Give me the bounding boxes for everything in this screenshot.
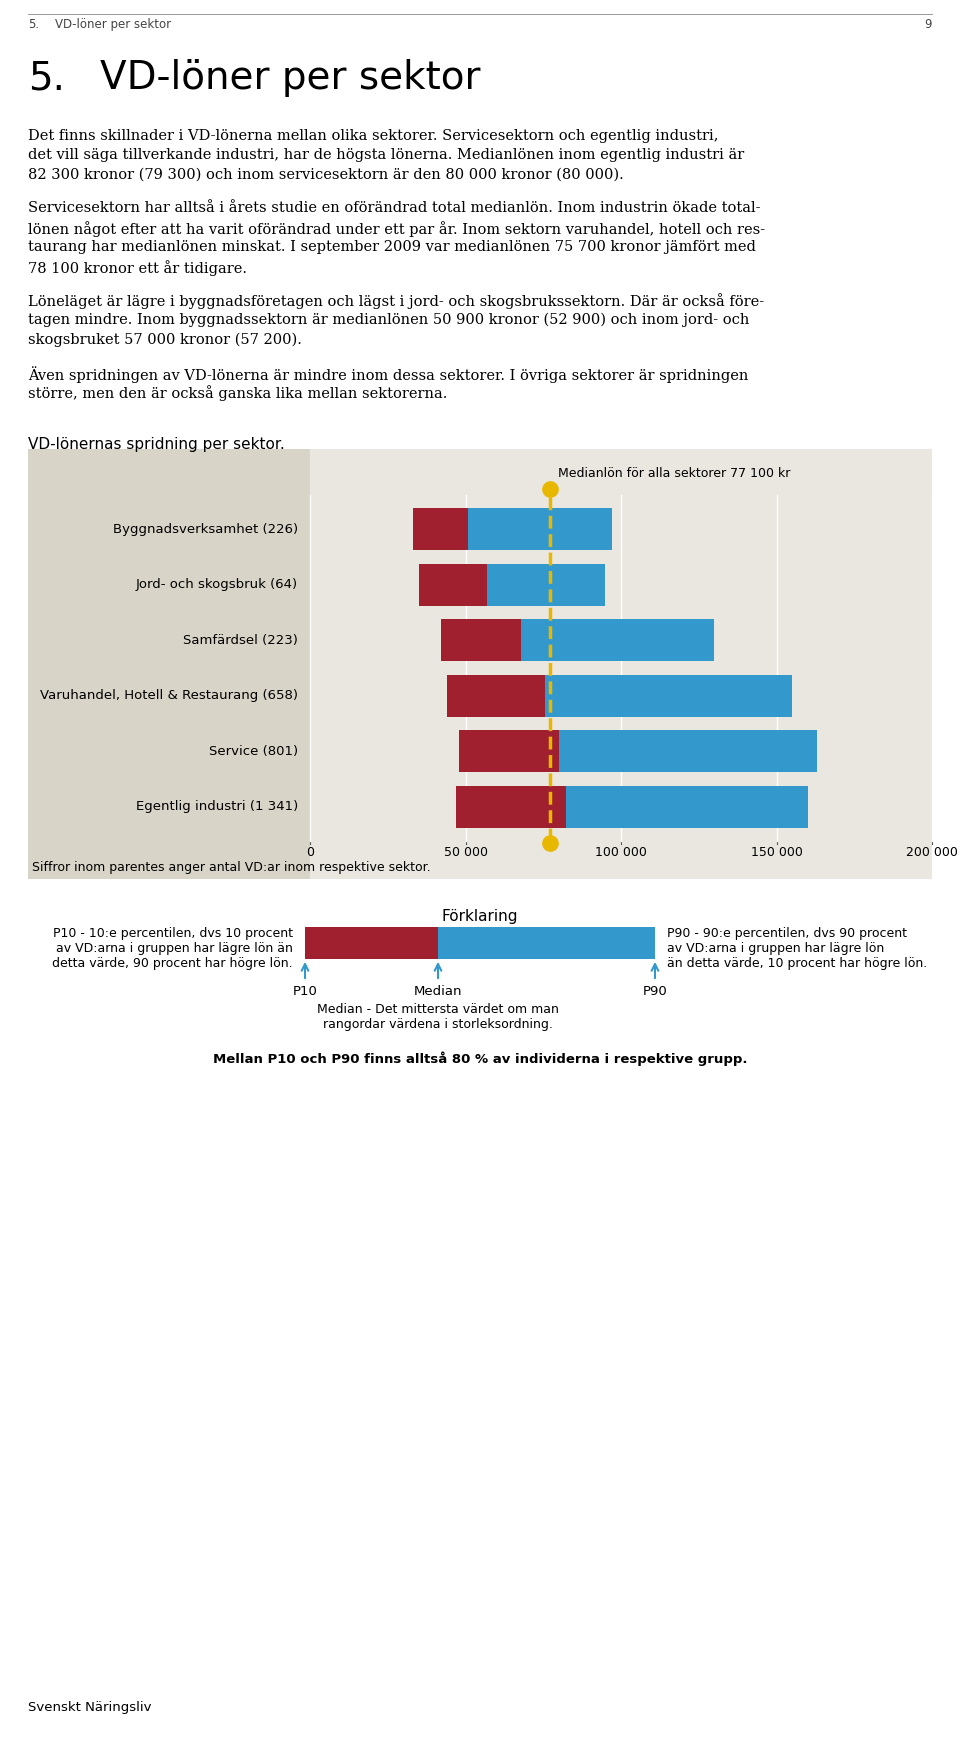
Text: P90: P90 [642, 984, 667, 998]
Bar [419, 563, 488, 605]
Text: VD-löner per sektor: VD-löner per sektor [100, 59, 481, 97]
Text: 200 000: 200 000 [906, 845, 958, 859]
Bar [310, 449, 932, 878]
Text: 50 000: 50 000 [444, 845, 488, 859]
Bar [441, 619, 521, 661]
Text: det vill säga tillverkande industri, har de högsta lönerna. Medianlönen inom ege: det vill säga tillverkande industri, har… [28, 148, 744, 162]
Text: Service (801): Service (801) [209, 744, 298, 758]
Bar [438, 927, 655, 958]
Text: skogsbruket 57 000 kronor (57 200).: skogsbruket 57 000 kronor (57 200). [28, 332, 301, 346]
Text: P10 - 10:e percentilen, dvs 10 procent
av VD:arna i gruppen har lägre lön än
det: P10 - 10:e percentilen, dvs 10 procent a… [53, 927, 293, 970]
Text: tagen mindre. Inom byggnadssektorn är medianlönen 50 900 kronor (52 900) och ino: tagen mindre. Inom byggnadssektorn är me… [28, 313, 750, 327]
Text: 100 000: 100 000 [595, 845, 647, 859]
Bar [488, 563, 606, 605]
Bar [521, 619, 714, 661]
Bar [545, 675, 792, 716]
Text: VD-löner per sektor: VD-löner per sektor [55, 17, 171, 31]
Text: 150 000: 150 000 [751, 845, 803, 859]
Text: VD-lönernas spridning per sektor.: VD-lönernas spridning per sektor. [28, 436, 285, 452]
Bar [468, 508, 612, 551]
Text: Median: Median [414, 984, 463, 998]
Bar [413, 508, 468, 551]
Bar [456, 786, 566, 828]
Text: 82 300 kronor (79 300) och inom servicesektorn är den 80 000 kronor (80 000).: 82 300 kronor (79 300) och inom services… [28, 169, 624, 183]
Bar [559, 730, 817, 772]
Text: större, men den är också ganska lika mellan sektorerna.: större, men den är också ganska lika mel… [28, 386, 447, 402]
Bar [459, 730, 559, 772]
Text: 5.: 5. [28, 17, 39, 31]
Text: Samfärdsel (223): Samfärdsel (223) [183, 633, 298, 647]
Text: P10: P10 [293, 984, 318, 998]
Text: Servicesektorn har alltså i årets studie en oförändrad total medianlön. Inom ind: Servicesektorn har alltså i årets studie… [28, 202, 760, 216]
Text: 5.: 5. [28, 59, 65, 97]
Text: P90 - 90:e percentilen, dvs 90 procent
av VD:arna i gruppen har lägre lön
än det: P90 - 90:e percentilen, dvs 90 procent a… [667, 927, 927, 970]
Text: Förklaring: Förklaring [442, 909, 518, 923]
Text: Medianlön för alla sektorer 77 100 kr: Medianlön för alla sektorer 77 100 kr [558, 468, 790, 480]
Text: lönen något efter att ha varit oförändrad under ett par år. Inom sektorn varuhan: lönen något efter att ha varit oförändra… [28, 221, 765, 237]
Text: 78 100 kronor ett år tidigare.: 78 100 kronor ett år tidigare. [28, 261, 247, 277]
Bar [566, 786, 807, 828]
Text: Egentlig industri (1 341): Egentlig industri (1 341) [135, 800, 298, 814]
Text: Jord- och skogsbruk (64): Jord- och skogsbruk (64) [136, 579, 298, 591]
Text: taurang har medianlönen minskat. I september 2009 var medianlönen 75 700 kronor : taurang har medianlönen minskat. I septe… [28, 240, 756, 254]
Text: Svenskt Näringsliv: Svenskt Näringsliv [28, 1701, 152, 1715]
Text: Varuhandel, Hotell & Restaurang (658): Varuhandel, Hotell & Restaurang (658) [40, 689, 298, 703]
Text: Det finns skillnader i VD-lönerna mellan olika sektorer. Servicesektorn och egen: Det finns skillnader i VD-lönerna mellan… [28, 129, 718, 143]
Text: 0: 0 [306, 845, 314, 859]
Bar [446, 675, 545, 716]
Bar [28, 449, 310, 878]
Text: Mellan P10 och P90 finns alltså 80 % av individerna i respektive grupp.: Mellan P10 och P90 finns alltså 80 % av … [213, 1050, 747, 1066]
Text: Löneläget är lägre i byggnadsföretagen och lägst i jord- och skogsbrukssektorn. : Löneläget är lägre i byggnadsföretagen o… [28, 294, 764, 310]
Text: 9: 9 [924, 17, 932, 31]
Text: Siffror inom parentes anger antal VD:ar inom respektive sektor.: Siffror inom parentes anger antal VD:ar … [32, 861, 431, 875]
Bar [305, 927, 438, 958]
Text: Byggnadsverksamhet (226): Byggnadsverksamhet (226) [113, 523, 298, 536]
Text: Även spridningen av VD-lönerna är mindre inom dessa sektorer. I övriga sektorer : Även spridningen av VD-lönerna är mindre… [28, 365, 749, 383]
Text: Median - Det mittersta värdet om man
rangordar värdena i storleksordning.: Median - Det mittersta värdet om man ran… [317, 1003, 559, 1031]
